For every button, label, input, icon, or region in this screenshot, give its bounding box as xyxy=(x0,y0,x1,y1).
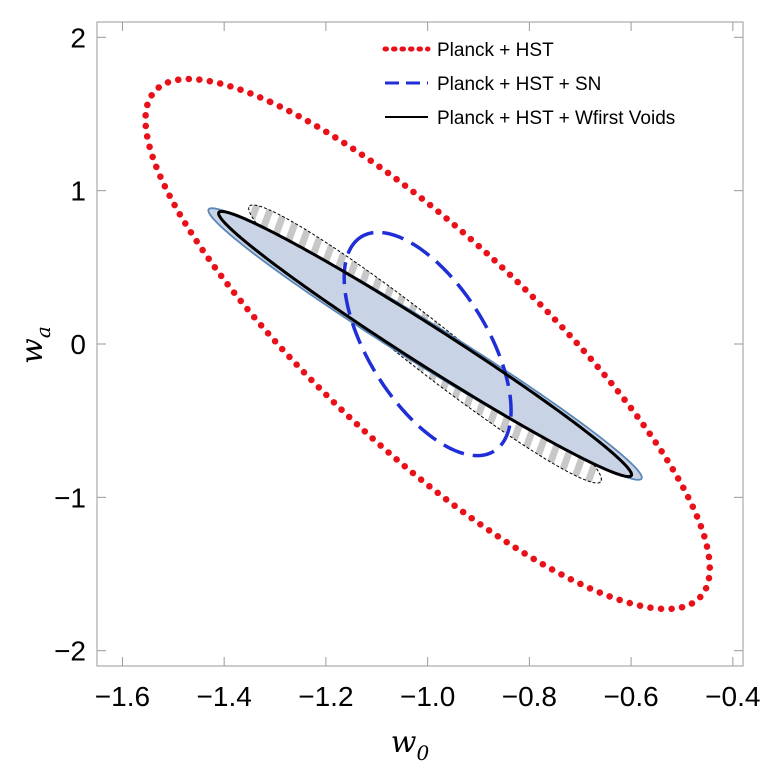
y-tick-label: 1 xyxy=(70,176,86,207)
contour-planck-hst-wfirst-voids xyxy=(217,209,634,479)
y-tick-label: −1 xyxy=(54,482,86,513)
x-tick-label: −1.0 xyxy=(400,681,455,712)
legend-label-planck-hst: Planck + HST xyxy=(437,40,554,61)
y-tick-label: 2 xyxy=(70,22,86,53)
x-tick-label: −1.6 xyxy=(95,681,150,712)
plot-area xyxy=(142,75,714,613)
x-axis-label: w0 xyxy=(391,725,430,765)
tick-labels: −1.6 −1.4 −1.2 −1.0 −0.8 −0.6 −0.4 −2 −1 0 1 2 xyxy=(54,22,760,712)
y-axis-label: wa xyxy=(15,326,55,364)
x-tick-label: −0.8 xyxy=(502,681,557,712)
contour-planck-hst-sn xyxy=(342,230,513,458)
legend-label-planck-hst-wfirst: Planck + HST + Wfirst Voids xyxy=(437,108,675,129)
x-tick-label: −1.4 xyxy=(197,681,252,712)
y-tick-label: 0 xyxy=(70,329,86,360)
x-tick-label: −0.4 xyxy=(705,681,760,712)
legend: Planck + HST Planck + HST + SN Planck + … xyxy=(382,40,675,129)
contours xyxy=(142,75,714,613)
x-tick-label: −0.6 xyxy=(603,681,658,712)
ticks xyxy=(97,22,743,666)
y-tick-label: −2 xyxy=(54,636,86,667)
legend-label-planck-hst-sn: Planck + HST + SN xyxy=(437,74,601,95)
x-tick-label: −1.2 xyxy=(298,681,353,712)
